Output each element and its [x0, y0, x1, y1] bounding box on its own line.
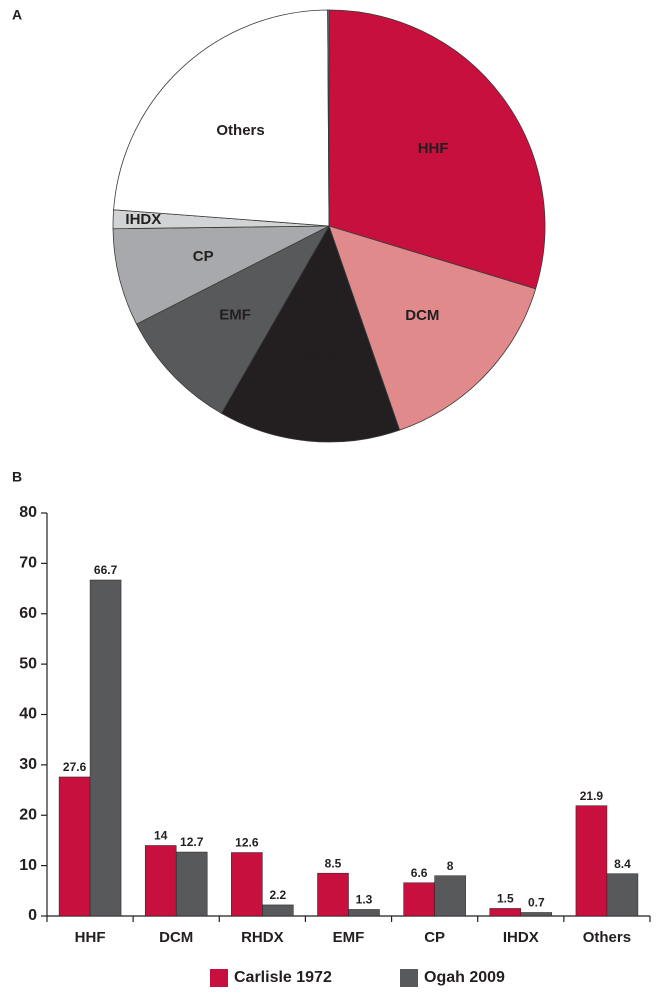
bar [262, 904, 294, 917]
bar [606, 873, 639, 917]
value-label: 1.3 [356, 893, 373, 907]
value-label: 8.5 [325, 856, 342, 870]
bar [520, 912, 553, 917]
legend-swatch [400, 969, 418, 987]
pie-slice [112, 225, 330, 325]
pie-slice [220, 225, 401, 443]
y-tick-label: 40 [19, 706, 37, 723]
value-label: 6.6 [411, 866, 428, 880]
x-tick-label: HHF [75, 929, 106, 946]
pie-slice [328, 225, 537, 431]
slice-label: IHDX [125, 211, 161, 228]
value-label: 2.2 [270, 888, 287, 902]
value-label: 27.6 [63, 760, 87, 774]
y-tick-label: 60 [19, 605, 37, 622]
panel-label: A [12, 7, 22, 23]
y-tick-label: 10 [19, 857, 37, 874]
value-label: 12.6 [235, 836, 259, 850]
pie-slice [136, 225, 331, 414]
x-tick-label: EMF [333, 929, 365, 946]
x-tick-label: RHDX [241, 929, 284, 946]
y-tick-label: 70 [19, 555, 37, 572]
y-tick-label: 50 [19, 655, 37, 672]
bar [489, 908, 522, 917]
legend-label: Carlisle 1972 [234, 969, 332, 986]
pie-slice [113, 9, 330, 227]
slice-label: EMF [219, 306, 251, 323]
slice-label: HHF [418, 140, 449, 157]
bar [231, 852, 263, 917]
pie-slice [328, 9, 546, 290]
bar [175, 851, 208, 917]
pie-slice [327, 9, 330, 227]
bar [144, 845, 177, 917]
value-label: 12.7 [180, 835, 204, 849]
bar [575, 805, 608, 917]
y-tick-label: 30 [19, 756, 37, 773]
slice-label: RHDX [296, 346, 339, 363]
slice-label: CP [193, 248, 214, 265]
x-tick-label: Others [583, 929, 631, 946]
bar [58, 776, 91, 917]
value-label: 8 [447, 859, 454, 873]
bar [317, 872, 349, 917]
value-label: 0.7 [528, 896, 545, 910]
value-label: 14 [154, 829, 168, 843]
slice-label: DCM [405, 307, 439, 324]
value-label: 21.9 [580, 789, 604, 803]
y-tick-label: 80 [19, 504, 37, 521]
value-label: 66.7 [94, 563, 118, 577]
value-label: 8.4 [614, 857, 631, 871]
y-tick-label: 20 [19, 806, 37, 823]
y-tick-label: 0 [28, 907, 37, 924]
panel-label: B [12, 469, 22, 485]
legend-label: Ogah 2009 [424, 969, 505, 986]
x-tick-label: IHDX [503, 929, 539, 946]
bar [89, 579, 122, 917]
bar [403, 882, 435, 917]
x-tick-label: DCM [159, 929, 193, 946]
legend-swatch [210, 969, 228, 987]
bar [348, 909, 380, 917]
value-label: 1.5 [497, 892, 514, 906]
bar [434, 875, 466, 917]
slice-label: Others [216, 122, 264, 139]
x-tick-label: CP [424, 929, 445, 946]
